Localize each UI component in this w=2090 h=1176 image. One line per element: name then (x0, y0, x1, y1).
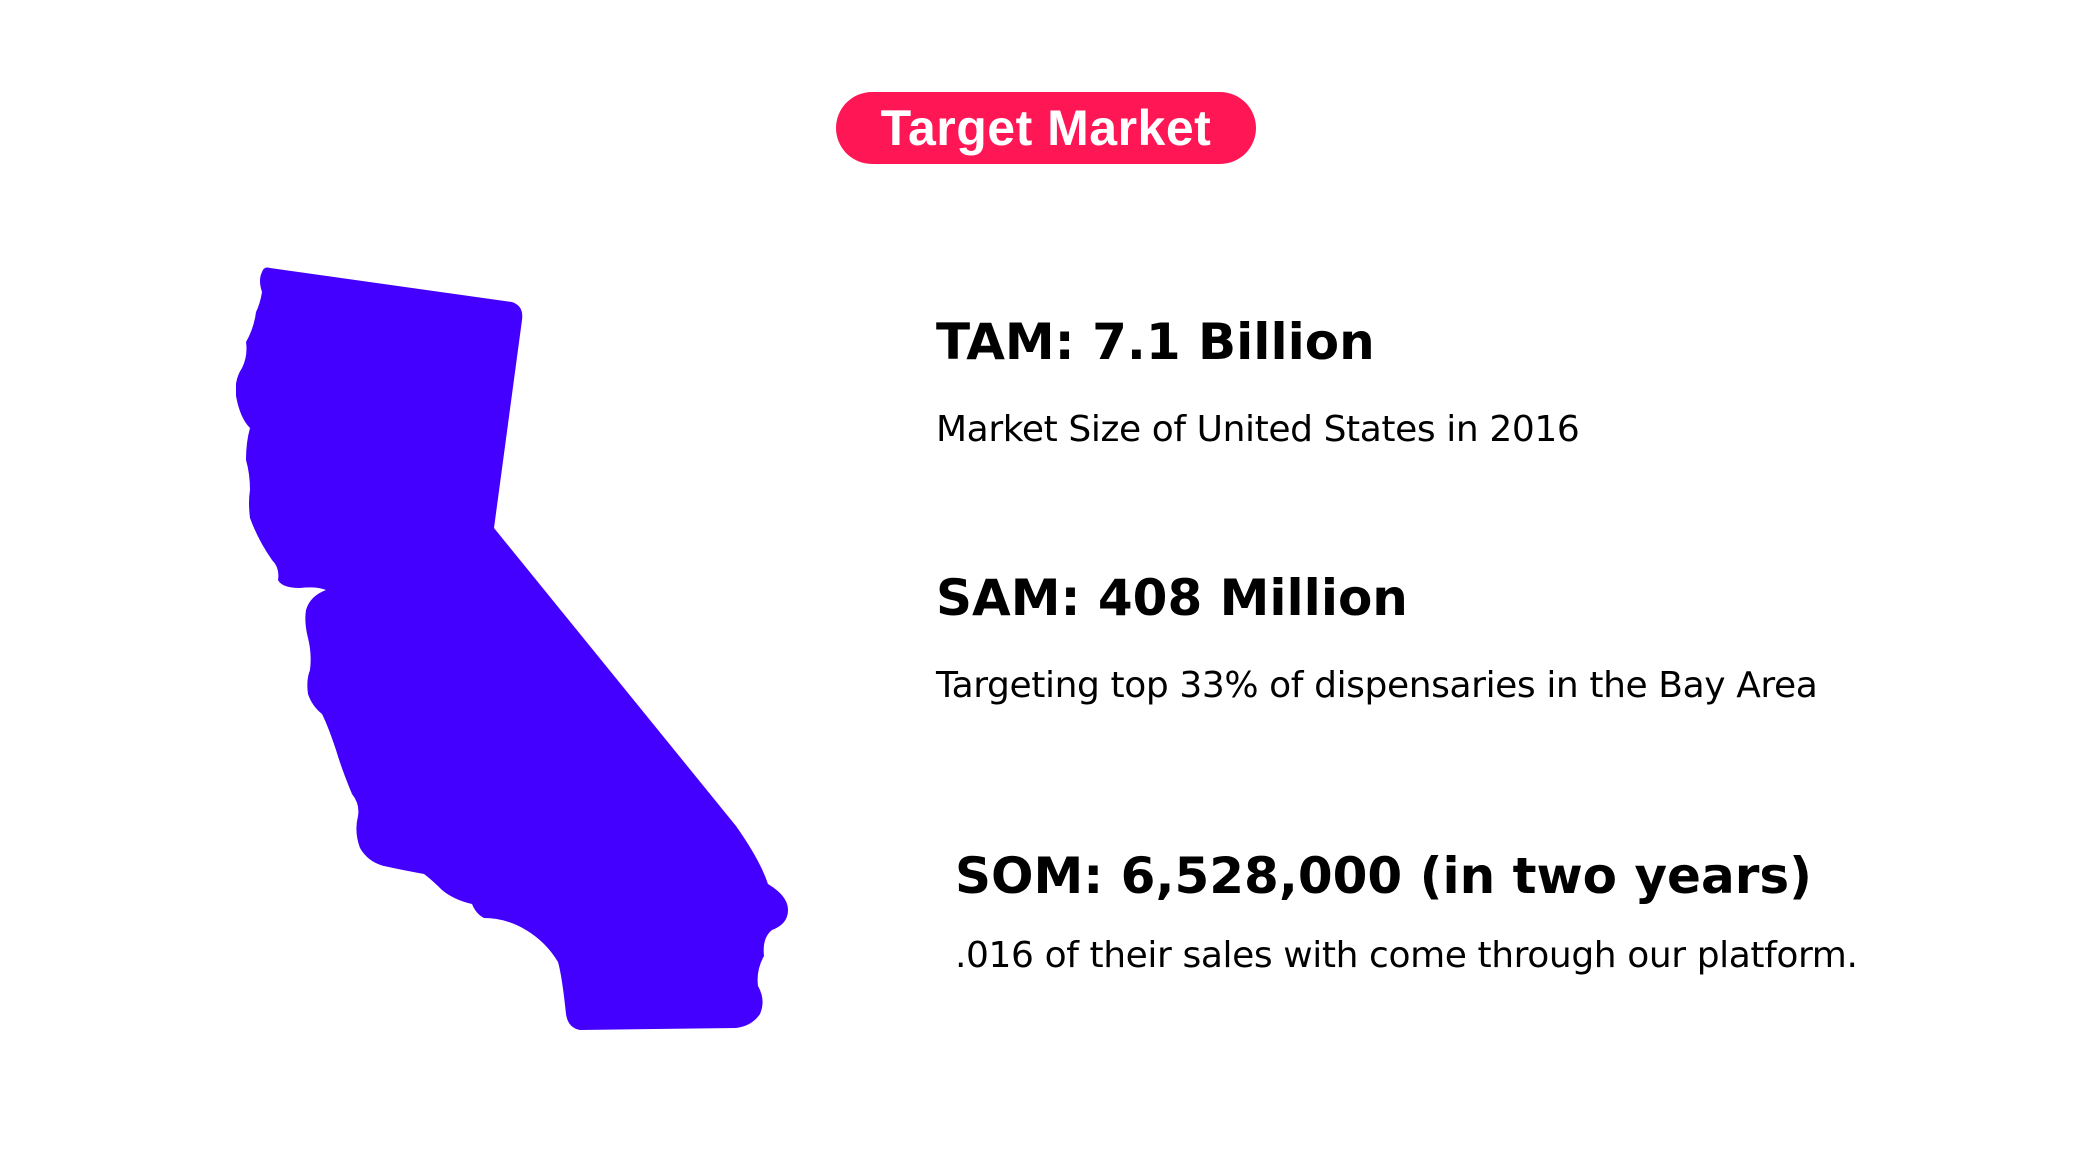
sam-description: Targeting top 33% of dispensaries in the… (936, 665, 1818, 706)
sam-heading: SAM: 408 Million (936, 569, 1408, 627)
tam-heading: TAM: 7.1 Billion (936, 313, 1375, 371)
california-shape (236, 267, 788, 1030)
tam-description: Market Size of United States in 2016 (936, 409, 1580, 450)
california-map-icon (236, 262, 796, 1032)
som-heading: SOM: 6,528,000 (in two years) (955, 847, 1812, 905)
target-market-badge: Target Market (836, 92, 1256, 164)
som-description: .016 of their sales with come through ou… (955, 935, 1858, 976)
som-section: SOM: 6,528,000 (in two years) .016 of th… (955, 846, 1858, 978)
sam-section: SAM: 408 Million Targeting top 33% of di… (936, 568, 1818, 708)
tam-section: TAM: 7.1 Billion Market Size of United S… (936, 312, 1580, 452)
page-title: Target Market (880, 100, 1212, 156)
